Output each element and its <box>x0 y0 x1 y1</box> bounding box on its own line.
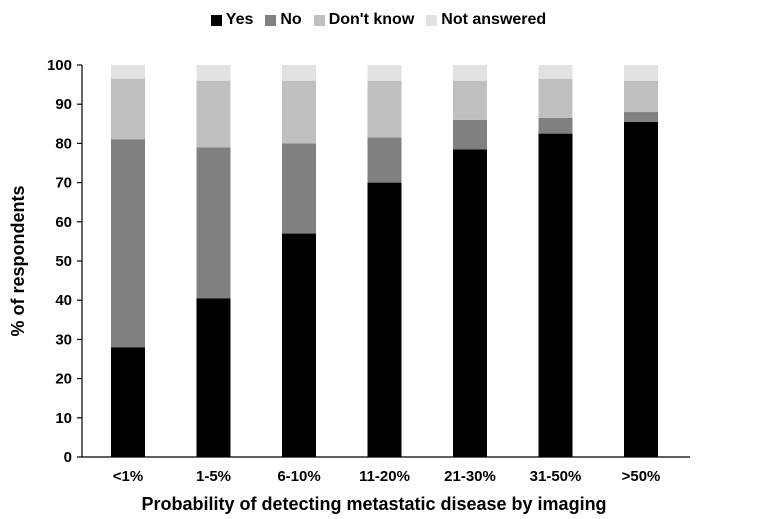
bar-not-answered-7 <box>624 65 658 81</box>
bar-yes-2 <box>196 298 231 457</box>
bar-no-3 <box>282 143 316 234</box>
bar-not-answered-4 <box>367 65 402 81</box>
bar-don-t-know-7 <box>624 80 658 113</box>
bar-no-7 <box>624 112 658 122</box>
bar-not-answered-3 <box>282 65 316 81</box>
y-tick-label: 50 <box>55 253 72 270</box>
bar-yes-1 <box>111 347 145 457</box>
bars-layer <box>111 65 658 457</box>
bar-don-t-know-1 <box>111 78 145 140</box>
y-tick-label: 90 <box>55 96 72 113</box>
bar-yes-7 <box>624 121 658 457</box>
legend-item-yes: Yes <box>210 11 254 29</box>
x-axis-title: Probability of detecting metastatic dise… <box>141 494 606 514</box>
legend-label-yes: Yes <box>225 11 254 28</box>
legend-item-dont-know: Don't know <box>313 11 415 29</box>
x-tick-label: 11-20% <box>359 468 410 485</box>
legend-label-no: No <box>280 11 302 28</box>
bar-not-answered-2 <box>196 65 231 81</box>
bar-no-5 <box>453 119 487 150</box>
bar-don-t-know-3 <box>282 80 316 144</box>
legend-item-no: No <box>265 11 302 29</box>
bar-yes-6 <box>538 133 573 457</box>
chart-legend: Yes No Don't know Not answered <box>0 9 757 31</box>
y-tick-label: 40 <box>55 292 72 309</box>
legend-label-dont-know: Don't know <box>328 11 415 28</box>
bar-not-answered-1 <box>111 65 145 79</box>
x-tick-label: 1-5% <box>196 468 231 485</box>
y-axis-ticks: 0 10 20 30 40 50 60 70 80 90 100 <box>47 57 82 466</box>
y-tick-label: 30 <box>55 331 72 348</box>
x-axis-ticks: <1% 1-5% 6-10% 11-20% 21-30% 31-50% >50% <box>113 468 661 485</box>
legend-label-not-answered: Not answered <box>441 11 547 28</box>
bar-don-t-know-4 <box>367 80 402 138</box>
bar-don-t-know-6 <box>538 78 573 118</box>
y-tick-label: 80 <box>55 135 72 152</box>
bar-yes-3 <box>282 233 316 457</box>
x-tick-label: 21-30% <box>444 468 496 485</box>
y-tick-label: 10 <box>55 410 72 427</box>
x-tick-label: 6-10% <box>277 468 320 485</box>
y-tick-label: 70 <box>55 175 72 192</box>
bar-don-t-know-2 <box>196 80 231 148</box>
bar-don-t-know-5 <box>453 80 487 120</box>
bar-yes-5 <box>453 149 487 457</box>
x-tick-label: >50% <box>622 468 661 485</box>
bar-no-1 <box>111 139 145 348</box>
bar-yes-4 <box>367 182 402 457</box>
bar-no-2 <box>196 147 231 299</box>
y-axis-title: % of respondents <box>8 185 28 336</box>
bar-not-answered-5 <box>453 65 487 81</box>
y-tick-label: 100 <box>47 57 72 74</box>
legend-item-not-answered: Not answered <box>426 11 546 29</box>
bar-no-6 <box>538 117 573 134</box>
y-tick-label: 0 <box>64 449 72 466</box>
x-tick-label: <1% <box>113 468 143 485</box>
y-tick-label: 60 <box>55 214 72 231</box>
legend-swatch-yes <box>210 14 222 26</box>
x-tick-label: 31-50% <box>530 468 582 485</box>
bar-not-answered-6 <box>538 65 573 79</box>
legend-swatch-dont-know <box>313 14 325 26</box>
y-tick-label: 20 <box>55 371 72 388</box>
legend-swatch-not-answered <box>426 14 438 26</box>
bar-no-4 <box>367 137 402 183</box>
legend-swatch-no <box>265 14 277 26</box>
